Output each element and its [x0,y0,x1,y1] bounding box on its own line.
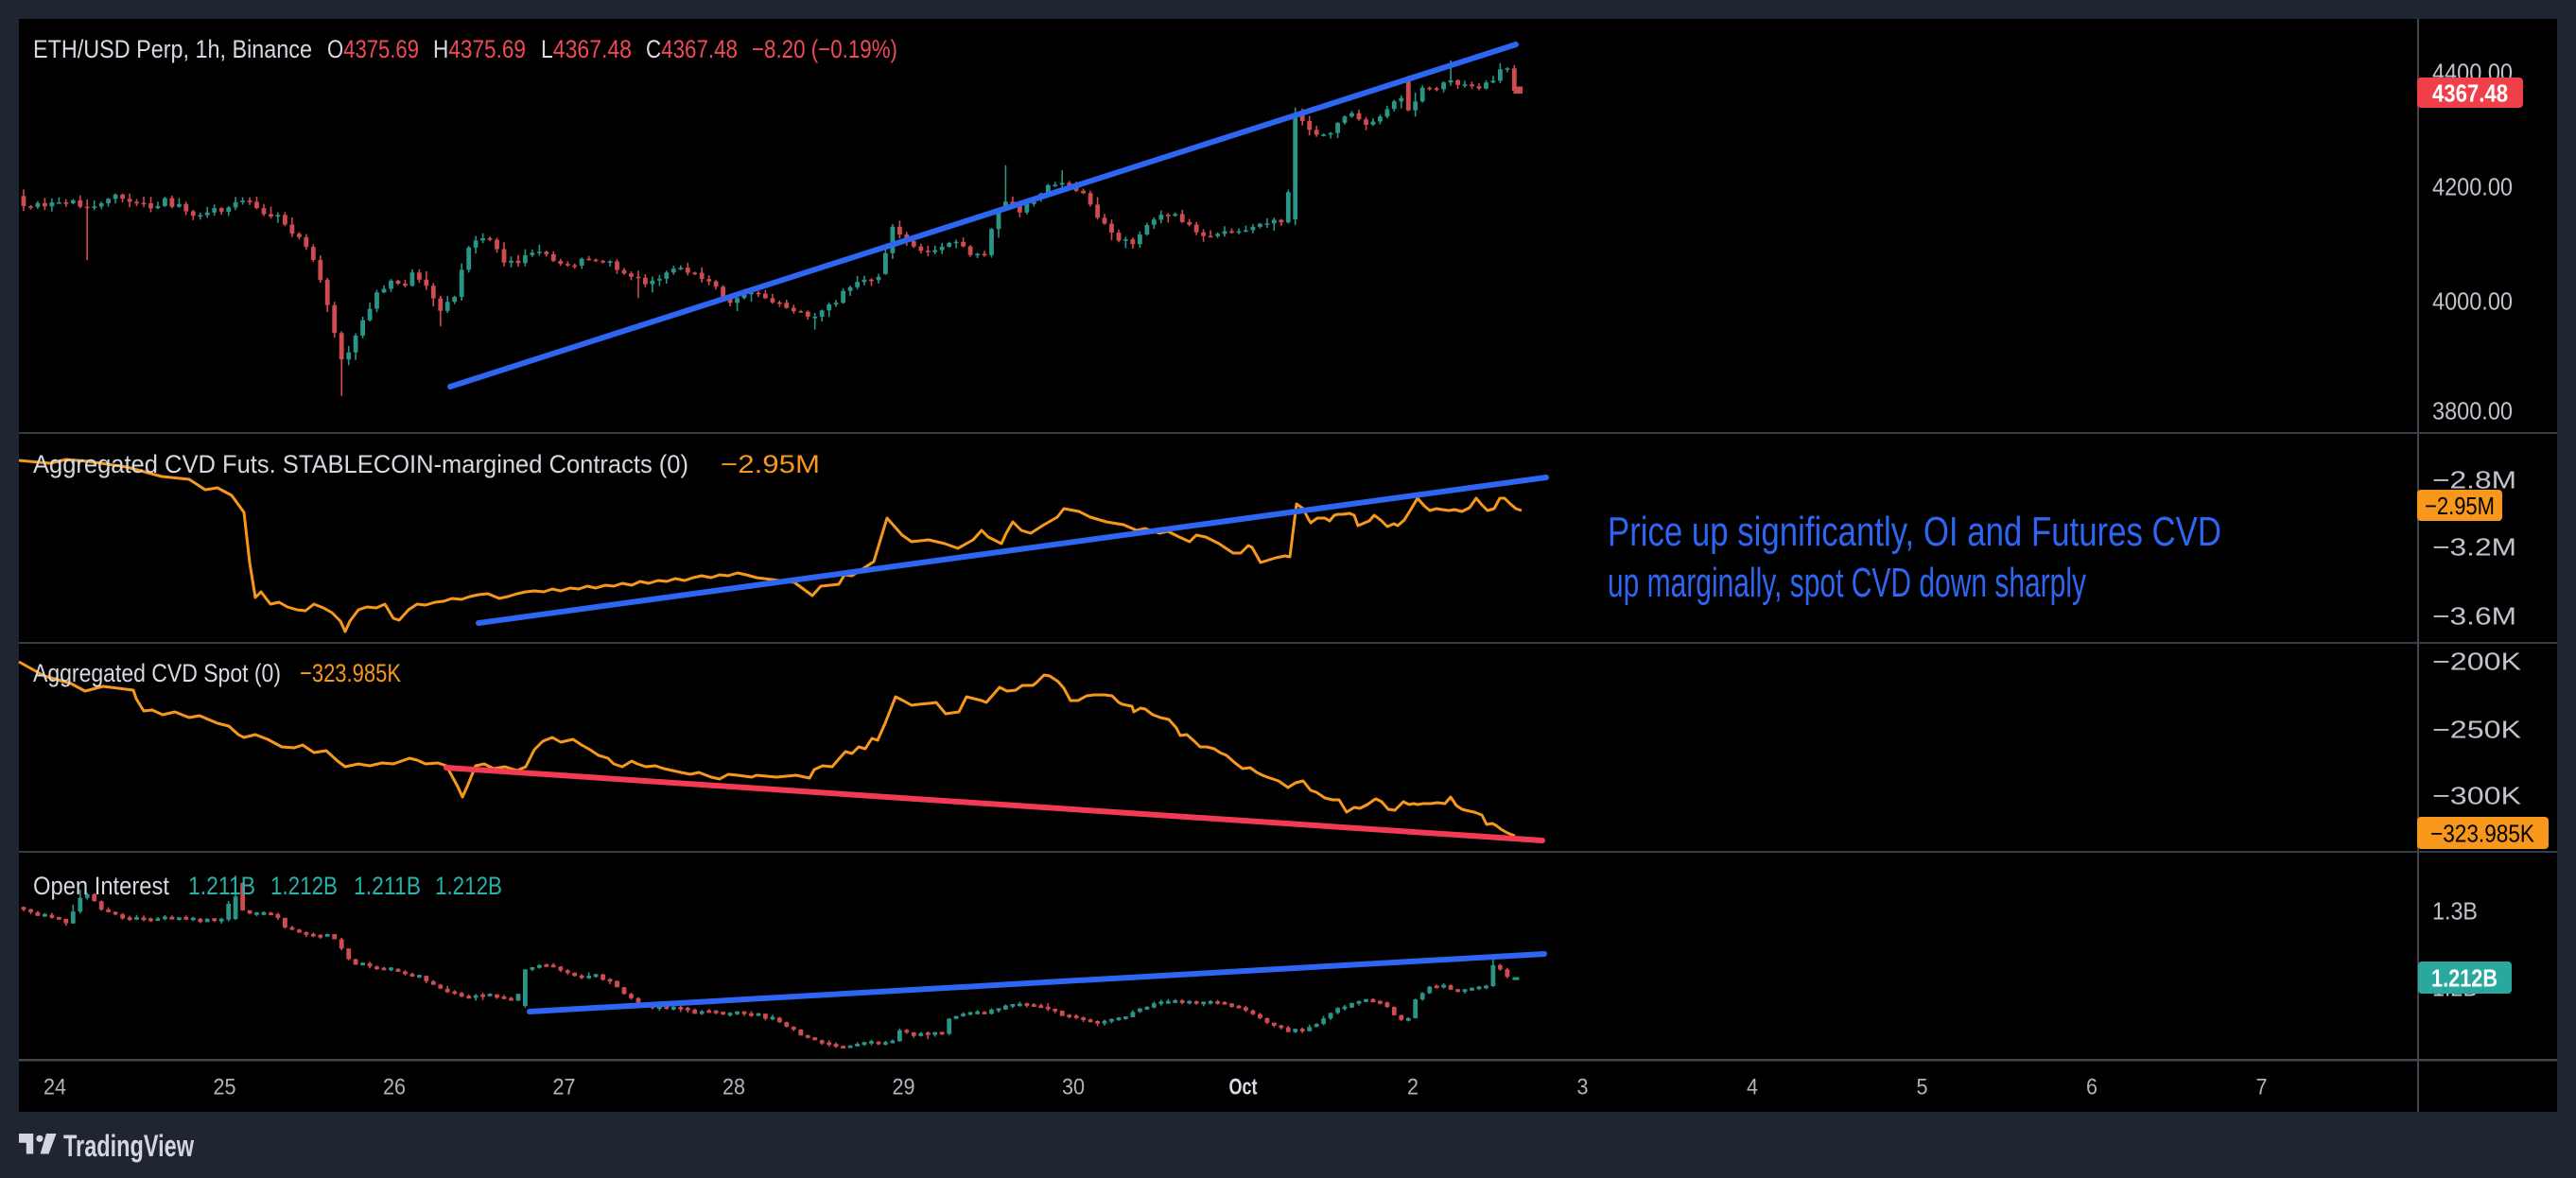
svg-text:5: 5 [1917,1075,1928,1100]
svg-text:4367.48: 4367.48 [2432,78,2508,107]
svg-text:−2.95M: −2.95M [2425,492,2495,520]
svg-text:29: 29 [893,1075,915,1100]
svg-text:−3.6M: −3.6M [2432,601,2516,630]
svg-text:28: 28 [722,1075,745,1100]
svg-text:2: 2 [1407,1075,1419,1100]
svg-text:−300K: −300K [2432,781,2522,809]
svg-text:25: 25 [214,1075,236,1100]
svg-text:1.211B: 1.211B [354,872,421,900]
svg-text:1.212B: 1.212B [435,872,502,900]
svg-text:−323.985K: −323.985K [300,659,401,687]
svg-text:ETH/USD Perp, 1h, Binance: ETH/USD Perp, 1h, Binance [33,35,312,63]
svg-text:Open Interest: Open Interest [33,872,170,900]
svg-text:−323.985K: −323.985K [2430,819,2535,847]
svg-text:L4367.48: L4367.48 [541,35,632,63]
svg-text:4: 4 [1747,1075,1758,1100]
svg-text:−200K: −200K [2432,647,2522,675]
svg-text:C4367.48: C4367.48 [646,35,738,63]
svg-text:1.211B: 1.211B [188,872,255,900]
svg-text:1.212B: 1.212B [270,872,338,900]
svg-text:27: 27 [553,1075,576,1100]
svg-text:Oct: Oct [1229,1075,1258,1100]
svg-text:6: 6 [2086,1075,2097,1100]
svg-text:Aggregated CVD Spot (0): Aggregated CVD Spot (0) [33,659,281,687]
svg-text:3: 3 [1577,1075,1589,1100]
svg-text:O4375.69: O4375.69 [327,35,419,63]
svg-text:26: 26 [383,1075,406,1100]
svg-text:4000.00: 4000.00 [2432,286,2513,315]
svg-text:4200.00: 4200.00 [2432,172,2513,200]
svg-text:30: 30 [1062,1075,1085,1100]
svg-text:Aggregated CVD Futs. STABLECOI: Aggregated CVD Futs. STABLECOIN-margined… [33,450,688,478]
svg-text:−250K: −250K [2432,715,2522,743]
svg-text:−3.2M: −3.2M [2432,532,2516,561]
svg-text:H4375.69: H4375.69 [433,35,526,63]
svg-text:−2.8M: −2.8M [2432,465,2516,494]
svg-text:−8.20 (−0.19%): −8.20 (−0.19%) [752,35,897,63]
svg-text:−2.95M: −2.95M [721,450,820,478]
svg-text:24: 24 [44,1075,66,1100]
svg-text:1.3B: 1.3B [2432,896,2478,925]
svg-text:3800.00: 3800.00 [2432,396,2513,424]
svg-text:up marginally, spot CVD down s: up marginally, spot CVD down sharply [1608,560,2086,606]
svg-text:Price up significantly, OI and: Price up significantly, OI and Futures C… [1608,509,2221,555]
svg-text:TradingView: TradingView [63,1129,194,1163]
svg-text:7: 7 [2256,1075,2268,1100]
svg-text:1.212B: 1.212B [2431,963,2498,992]
